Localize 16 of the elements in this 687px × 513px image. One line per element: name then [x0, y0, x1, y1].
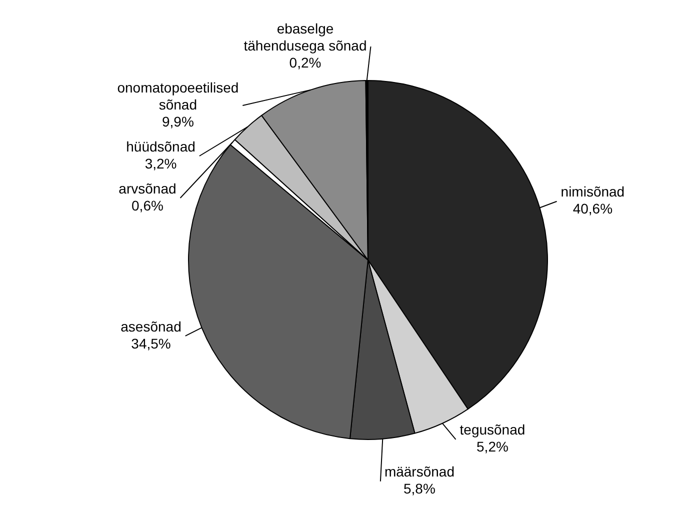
- slice-label: arvsõnad: [118, 180, 176, 196]
- slice-label: tegusõnad: [460, 422, 526, 438]
- data-label: 0,6%: [132, 197, 164, 214]
- slice-label: ebaselge tähendusega sõnad: [244, 20, 367, 54]
- data-label: 40,6%: [572, 200, 613, 217]
- slice-label: nimisõnad: [560, 184, 625, 200]
- data-label: 5,8%: [404, 480, 436, 497]
- slice-label: määrsõnad: [384, 464, 454, 480]
- data-label: 5,2%: [476, 438, 508, 455]
- slice-label: hüüdsõnad: [126, 138, 196, 154]
- data-label: 0,2%: [289, 54, 322, 70]
- data-label: 34,5%: [131, 335, 171, 352]
- slice-label: asesõnad: [120, 318, 182, 334]
- data-label: 3,2%: [144, 155, 177, 172]
- slice-label: onomatopoeetilised sõnad: [117, 79, 239, 112]
- data-label: 9,9%: [162, 113, 194, 130]
